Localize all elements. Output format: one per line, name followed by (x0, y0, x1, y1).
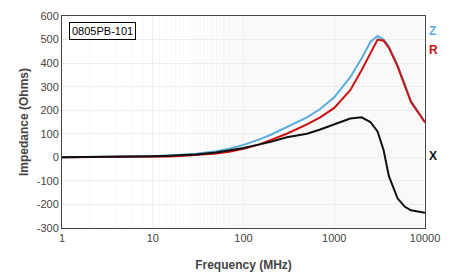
svg-text:300: 300 (40, 81, 58, 93)
svg-text:10000: 10000 (410, 232, 441, 244)
svg-text:-300: -300 (37, 222, 59, 234)
svg-text:Impedance (Ohms): Impedance (Ohms) (17, 68, 31, 176)
svg-text:Z: Z (429, 24, 436, 38)
svg-text:0: 0 (53, 151, 59, 163)
svg-text:Frequency (MHz): Frequency (MHz) (195, 258, 292, 272)
svg-text:600: 600 (40, 10, 58, 22)
svg-text:500: 500 (40, 33, 58, 45)
svg-text:R: R (429, 43, 438, 57)
svg-text:400: 400 (40, 57, 58, 69)
svg-text:100: 100 (40, 128, 58, 140)
svg-text:1000: 1000 (322, 232, 346, 244)
svg-text:-100: -100 (37, 175, 59, 187)
svg-text:0805PB-101: 0805PB-101 (72, 25, 133, 37)
svg-text:10: 10 (147, 232, 159, 244)
svg-text:-200: -200 (37, 198, 59, 210)
svg-text:200: 200 (40, 104, 58, 116)
svg-text:100: 100 (234, 232, 252, 244)
svg-text:X: X (429, 149, 437, 163)
svg-text:1: 1 (59, 232, 65, 244)
